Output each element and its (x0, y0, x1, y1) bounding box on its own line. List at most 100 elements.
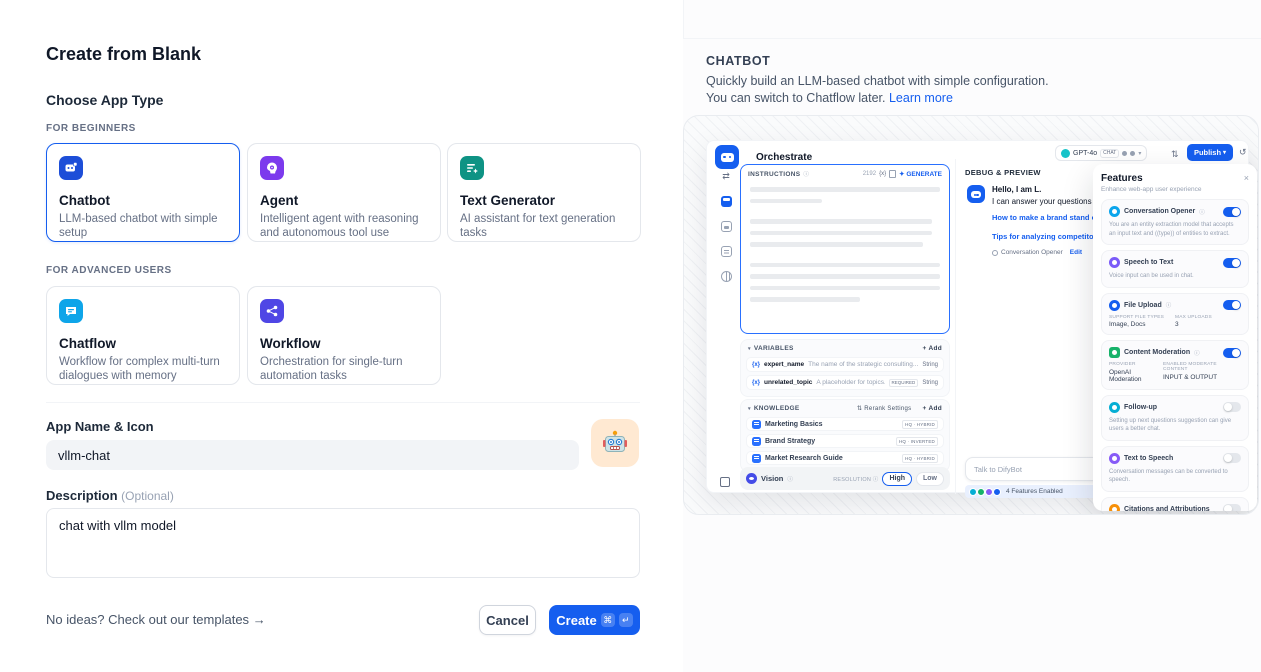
app-type-desc: LLM-based chatbot with simple setup (59, 213, 218, 239)
bot-avatar (967, 185, 985, 203)
logs-icon (720, 246, 732, 257)
image-icon (720, 221, 732, 232)
conversation-opener-row: Conversation Opener Edit (992, 249, 1082, 256)
feature-item: Text to Speech Conversation messages can… (1101, 445, 1249, 492)
switch-icon: ⇄ (722, 171, 730, 181)
dataset-tag: HQ · INVERTED (895, 436, 938, 446)
placeholder-line (750, 230, 933, 235)
variable-icon: {x} (879, 171, 887, 177)
panel-divider-horizontal (683, 38, 1261, 39)
app-type-card-chatbot[interactable]: Chatbot LLM-based chatbot with simple se… (46, 143, 240, 242)
templates-link[interactable]: No ideas? Check out our templates → (46, 612, 266, 627)
for-beginners-label: FOR BEGINNERS (46, 123, 136, 134)
toggle-off (1223, 402, 1241, 412)
app-type-card-agent[interactable]: Agent Intelligent agent with reasoning a… (247, 143, 441, 242)
variable-type: String (922, 379, 938, 386)
feature-item: Content Moderation ⓘ PROVIDER OpenAI Mode… (1101, 340, 1249, 390)
collapse-icon (720, 477, 730, 487)
app-type-title: Chatflow (59, 336, 116, 351)
learn-more-link[interactable]: Learn more (888, 91, 953, 105)
knowledge-panel: ▾ KNOWLEDGE ⇅ Rerank Settings + Add Mark… (740, 399, 950, 472)
variable-icon: {x} (752, 379, 761, 386)
agent-icon (260, 156, 284, 180)
column-divider (955, 159, 956, 494)
app-emoji-icon[interactable] (591, 419, 639, 467)
workflow-icon (260, 299, 284, 323)
feature-dot-icon (969, 487, 977, 496)
sidebar-rail: ⇄ (715, 171, 737, 282)
app-type-card-chatflow[interactable]: Chatflow Workflow for complex multi-turn… (46, 286, 240, 385)
knowledge-row: Market Research Guide HQ · HYBRID (746, 451, 944, 465)
app-type-title: Workflow (260, 336, 321, 351)
feature-item: File Upload ⓘ SUPPORT FILE TYPES Image, D… (1101, 292, 1249, 335)
edit-link: Edit (1069, 249, 1083, 256)
bot-greeting-2: I can answer your questions related (992, 197, 1119, 206)
variable-name: unrelated_topic (764, 379, 813, 386)
feature-item: Conversation Opener ⓘ You are an entity … (1101, 199, 1249, 245)
section-divider (46, 402, 640, 403)
variable-row: {x} expert_name The name of the strategi… (746, 357, 944, 372)
suggested-question: How to make a brand stand out? (992, 213, 1108, 222)
create-button[interactable]: Create ⌘ ↵ (549, 605, 640, 635)
feature-item: Citations and Attributions Show source d… (1101, 496, 1249, 511)
variable-icon: {x} (752, 361, 761, 368)
placeholder-line (750, 274, 940, 279)
model-selector: GPT-4o CHAT ▾ (1055, 145, 1148, 161)
app-name-input[interactable] (46, 440, 579, 470)
create-from-blank-panel: Create from Blank Choose App Type FOR BE… (46, 44, 641, 635)
conversation-opener-icon (1109, 206, 1120, 217)
app-type-card-workflow[interactable]: Workflow Orchestration for single-turn a… (247, 286, 441, 385)
placeholder-line (750, 198, 823, 203)
cancel-button[interactable]: Cancel (479, 605, 536, 635)
publish-button: Publish ▾ (1187, 144, 1233, 161)
choose-app-type-label: Choose App Type (46, 92, 164, 108)
app-type-preview-panel: CHATBOT Quickly build an LLM-based chatb… (683, 0, 1261, 672)
variable-desc: A placeholder for topics... (816, 379, 885, 386)
features-title: Features (1101, 173, 1143, 184)
placeholder-gap (750, 210, 940, 212)
dataset-tag: HQ · HYBRID (902, 419, 938, 429)
description-label: Description (Optional) (46, 488, 174, 503)
app-type-card-text-generator[interactable]: Text Generator AI assistant for text gen… (447, 143, 641, 242)
follow-up-icon (1109, 401, 1120, 413)
placeholder-line (750, 262, 940, 267)
feature-item: Follow-up Setting up next questions sugg… (1101, 394, 1249, 441)
dataset-icon (752, 436, 761, 446)
resolution-low-option: Low (916, 471, 944, 486)
variable-name: expert_name (764, 361, 805, 368)
feature-dot-icon (977, 487, 985, 496)
chatflow-icon (59, 299, 83, 323)
info-icon: ⓘ (1199, 209, 1205, 216)
app-type-desc: Orchestration for single-turn automation… (260, 356, 403, 382)
model-name: GPT-4o (1073, 149, 1098, 157)
app-type-title: Chatbot (59, 193, 110, 208)
suggested-question: Tips for analyzing competitors in market (992, 232, 1137, 241)
info-icon: ⓘ (803, 172, 809, 178)
mic-icon (1122, 150, 1128, 156)
chevron-down-icon: ▾ (1223, 150, 1227, 156)
app-logo-icon (715, 145, 739, 169)
placeholder-line (750, 219, 933, 224)
params-icon: ⇅ (1171, 149, 1179, 159)
features-subtitle: Enhance web-app user experience (1101, 186, 1202, 193)
app-type-desc: Workflow for complex multi-turn dialogue… (59, 356, 220, 382)
info-icon: ⓘ (1194, 350, 1200, 357)
vision-label: Vision (761, 474, 784, 483)
orchestrate-title: Orchestrate (756, 152, 813, 163)
chat-placeholder: Talk to DifyBot (974, 464, 1022, 474)
preview-description: Quickly build an LLM-based chatbot with … (706, 74, 1049, 105)
info-icon: ⓘ (787, 476, 793, 483)
variable-type: String (922, 361, 938, 368)
instructions-title: INSTRUCTIONS (748, 170, 801, 178)
description-textarea[interactable]: chat with vllm model (46, 508, 640, 578)
placeholder-line (750, 187, 940, 192)
resolution-label: RESOLUTION ⓘ (833, 476, 879, 483)
history-icon: ↺ (1239, 147, 1247, 157)
placeholder-line (750, 297, 861, 302)
app-type-desc: Intelligent agent with reasoning and aut… (260, 213, 419, 239)
eye-icon (1130, 150, 1136, 156)
enter-key-icon: ↵ (618, 613, 633, 627)
variables-title: VARIABLES (753, 345, 794, 352)
generate-button: ✦ GENERATE (899, 171, 942, 178)
knowledge-title: KNOWLEDGE (753, 405, 800, 412)
